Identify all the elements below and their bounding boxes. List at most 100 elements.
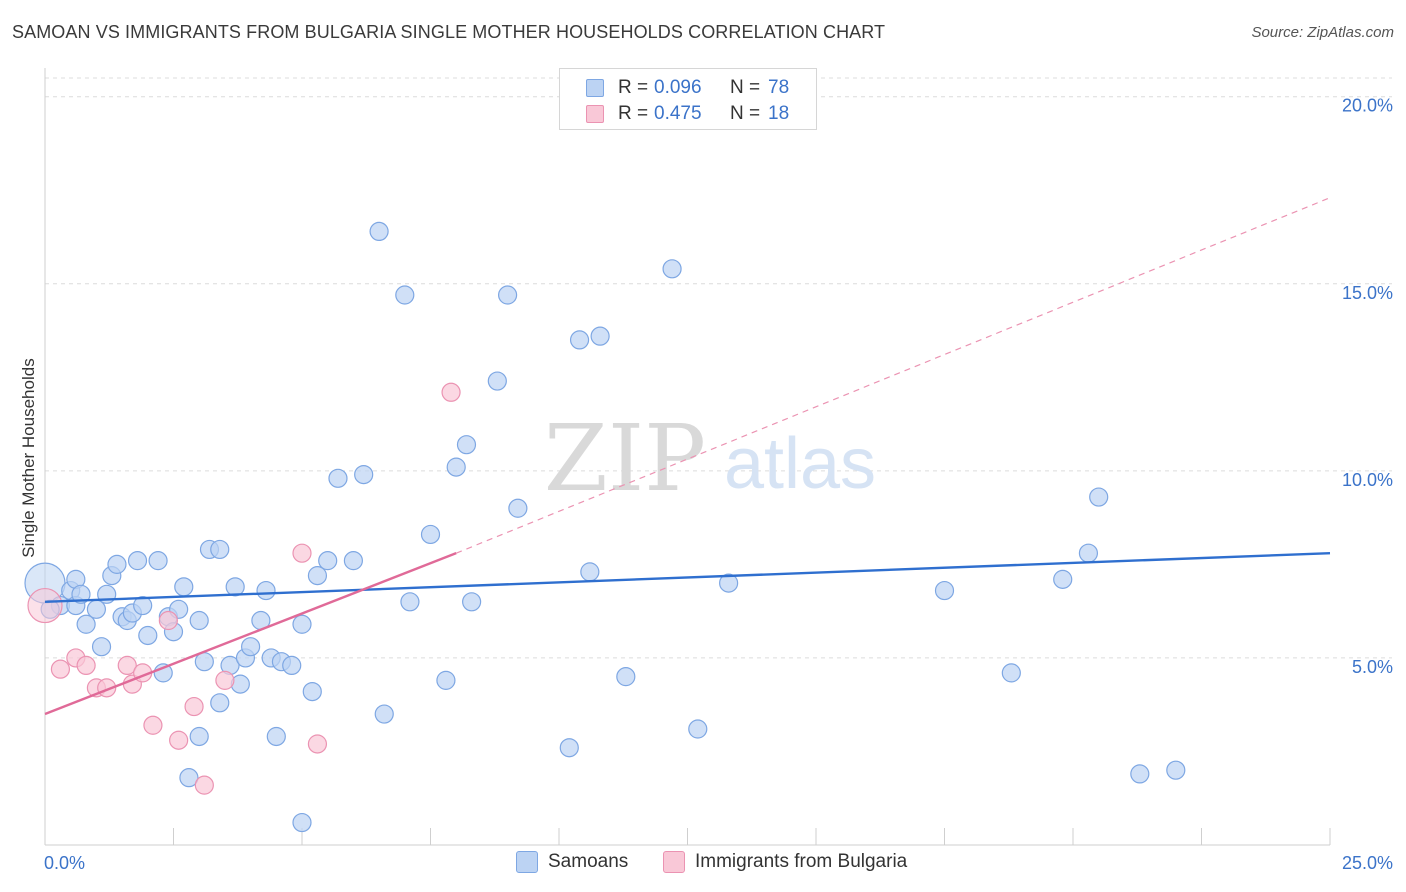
samoans-point	[1001, 663, 1021, 683]
samoans-point	[282, 655, 302, 676]
samoans-point	[1166, 760, 1186, 780]
samoans-point	[189, 726, 209, 747]
samoans-point	[462, 592, 482, 612]
chart-title: SAMOAN VS IMMIGRANTS FROM BULGARIA SINGL…	[12, 22, 886, 42]
y-tick-label: 5.0%	[1352, 657, 1393, 677]
legend-r-label: R =	[618, 103, 649, 124]
bulgaria-point	[117, 655, 137, 676]
legend-n-value: 18	[768, 103, 790, 124]
samoans-point	[148, 551, 168, 571]
bulgaria-point	[143, 715, 163, 735]
samoans-points	[24, 221, 1186, 833]
legend-label-bulgaria: Immigrants from Bulgaria	[695, 851, 908, 872]
y-tick-label: 10.0%	[1342, 470, 1393, 490]
samoans-point	[241, 637, 261, 657]
grid-lines	[45, 77, 1392, 659]
bulgaria-point	[292, 543, 312, 563]
legend-n-label: N =	[730, 103, 761, 124]
samoans-point	[1078, 543, 1099, 563]
samoans-point	[487, 371, 507, 391]
bulgaria-point	[27, 587, 63, 624]
bulgaria-point	[441, 382, 461, 402]
samoans-point	[107, 554, 127, 574]
bulgaria-point	[194, 775, 214, 795]
samoans-point	[395, 285, 415, 305]
samoans-point	[374, 704, 394, 724]
legend-n-value: 78	[768, 77, 790, 98]
samoans-point	[292, 614, 312, 634]
trend-lines	[44, 197, 1331, 716]
samoans-point	[174, 577, 194, 597]
bulgaria-point	[50, 659, 71, 679]
watermark-zip: ZIP	[544, 405, 706, 512]
legend-item-bulgaria: Immigrants from Bulgaria	[663, 851, 907, 873]
samoans-point	[210, 693, 230, 713]
samoans-point	[266, 726, 286, 747]
bulgaria-trend-extension	[455, 197, 1331, 554]
samoans-trend-line	[44, 551, 1331, 604]
samoans-point	[354, 464, 374, 485]
samoans-point	[569, 330, 590, 350]
samoans-point	[580, 562, 600, 582]
bulgaria-point	[169, 730, 189, 750]
legend-r-label: R =	[618, 77, 649, 98]
legend-swatch-bulgaria	[586, 105, 604, 123]
samoans-point	[369, 221, 389, 241]
samoans-point	[1053, 569, 1073, 589]
samoans-point	[225, 577, 245, 597]
samoans-point	[302, 681, 322, 702]
bulgaria-point	[215, 670, 235, 690]
samoans-point	[179, 768, 199, 788]
x-tick-label: 0.0%	[44, 853, 85, 873]
samoans-point	[400, 592, 420, 612]
series-legend: Samoans Immigrants from Bulgaria	[0, 851, 1406, 877]
samoans-point	[446, 457, 466, 477]
samoans-point	[456, 435, 477, 455]
samoans-point	[498, 285, 518, 305]
samoans-point	[662, 259, 682, 279]
legend-swatch-bulgaria	[663, 851, 685, 873]
samoans-point	[133, 595, 153, 616]
samoans-point	[508, 498, 528, 518]
legend-n-label: N =	[730, 77, 761, 98]
samoans-point	[292, 812, 312, 833]
samoans-point	[138, 625, 158, 646]
tick-labels: 5.0% 10.0% 15.0% 20.0% 0.0% 25.0%	[44, 96, 1393, 873]
watermark-atlas: atlas	[724, 424, 876, 504]
samoans-point	[1130, 764, 1150, 784]
samoans-point	[1089, 487, 1109, 507]
samoans-point	[76, 614, 96, 634]
samoans-point	[590, 326, 610, 346]
samoans-point	[210, 539, 230, 560]
legend-row-bulgaria: R = 0.475 N = 18	[586, 102, 789, 126]
samoans-point	[343, 551, 363, 571]
bulgaria-points	[27, 382, 461, 795]
samoans-point	[616, 667, 636, 687]
legend-item-samoans: Samoans	[516, 851, 628, 873]
x-tick-label: 25.0%	[1342, 853, 1393, 873]
samoans-point	[307, 566, 328, 586]
y-tick-label: 20.0%	[1342, 96, 1393, 116]
samoans-point	[256, 580, 276, 601]
samoans-point	[189, 610, 209, 631]
samoans-point	[688, 719, 708, 739]
correlation-legend: R = 0.096 N = 78 R = 0.475 N = 18	[559, 68, 817, 130]
samoans-point	[559, 738, 579, 758]
legend-row-samoans: R = 0.096 N = 78	[586, 76, 789, 100]
samoans-point	[91, 637, 112, 657]
legend-swatch-samoans	[516, 851, 538, 873]
legend-label-samoans: Samoans	[548, 851, 629, 872]
bulgaria-trend-line	[44, 552, 457, 716]
bulgaria-point	[158, 610, 178, 631]
y-axis-label: Single Mother Households	[19, 358, 38, 557]
samoans-point	[934, 580, 955, 601]
y-tick-label: 15.0%	[1342, 283, 1393, 303]
chart-source: Source: ZipAtlas.com	[1251, 24, 1394, 41]
bulgaria-point	[184, 696, 204, 717]
bulgaria-point	[76, 655, 96, 676]
samoans-point	[328, 468, 348, 488]
samoans-point	[420, 524, 441, 545]
samoans-point	[318, 551, 338, 571]
bulgaria-point	[307, 734, 328, 754]
samoans-point	[127, 551, 148, 571]
